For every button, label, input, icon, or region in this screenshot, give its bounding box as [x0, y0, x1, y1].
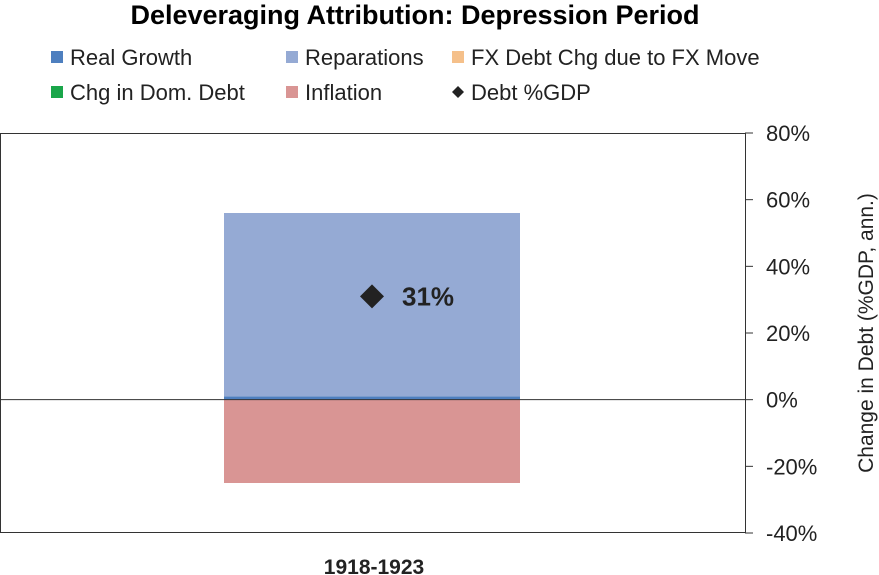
y-tick-label: -20%: [766, 454, 817, 479]
legend-swatch: [51, 86, 63, 98]
y-tick-label: 20%: [766, 321, 810, 346]
marker-debt-gdp: [360, 284, 384, 309]
y-tick-label: 60%: [766, 188, 810, 213]
legend: Real Growth Reparations FX Debt Chg due to…: [51, 45, 760, 105]
legend-swatch-diamond: [452, 86, 464, 98]
bar-real-growth-1918-1923: [224, 396, 520, 400]
plot-area: 1918-1923 80% 60% 40% 20% 0% -20% -40% 31%: [0, 121, 817, 575]
legend-item-inflation: Inflation: [286, 80, 382, 105]
legend-item-debt-gdp: Debt %GDP: [452, 80, 591, 105]
legend-label: Chg in Dom. Debt: [70, 80, 245, 105]
y-tick-label: 0%: [766, 388, 798, 413]
y-tick-label: 80%: [766, 121, 810, 146]
y-tick-label: 40%: [766, 254, 810, 279]
legend-item-reparations: Reparations: [286, 45, 424, 70]
legend-label: Debt %GDP: [471, 80, 591, 105]
legend-swatch: [51, 51, 63, 63]
y-axis-title: Change in Debt (%GDP, ann.): [855, 193, 878, 473]
legend-label: Reparations: [305, 45, 424, 70]
legend-label: Real Growth: [70, 45, 192, 70]
x-tick-label: 1918-1923: [324, 556, 424, 575]
legend-item-real-growth: Real Growth: [51, 45, 192, 70]
legend-label: FX Debt Chg due to FX Move: [471, 45, 760, 70]
legend-swatch: [452, 51, 464, 63]
legend-item-chg-in-dom-debt: Chg in Dom. Debt: [51, 80, 245, 105]
legend-label: Inflation: [305, 80, 382, 105]
legend-item-fx-debt-chg-due-to-fx-move: FX Debt Chg due to FX Move: [452, 45, 760, 70]
marker-label: 31%: [402, 281, 454, 311]
legend-swatch: [286, 51, 298, 63]
legend-swatch: [286, 86, 298, 98]
chart-title: Deleveraging Attribution: Depression Per…: [130, 0, 699, 30]
y-tick-label: -40%: [766, 521, 817, 546]
bar-inflation-1918-1923: [224, 399, 520, 483]
